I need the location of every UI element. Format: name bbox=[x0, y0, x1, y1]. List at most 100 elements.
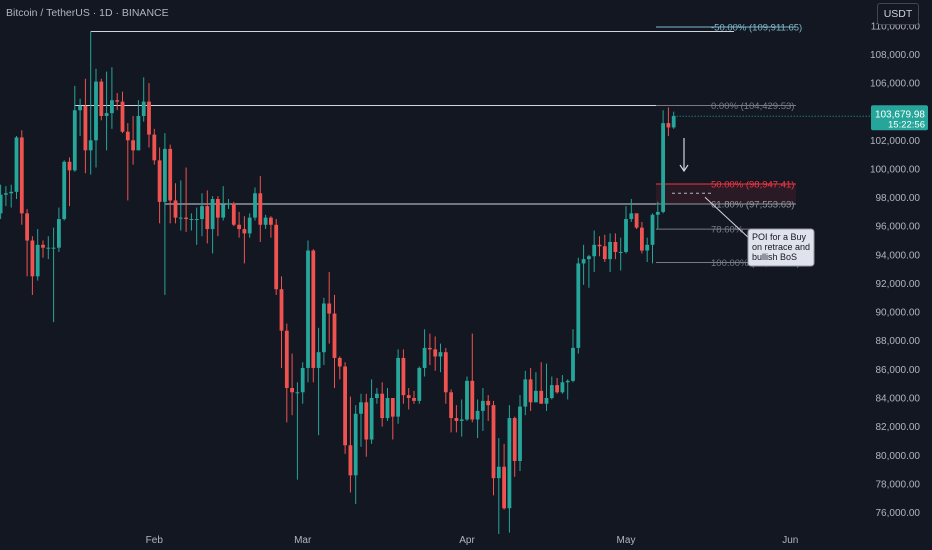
candle bbox=[152, 128, 157, 165]
candle bbox=[496, 438, 501, 535]
candle-body bbox=[189, 219, 194, 221]
y-tick-label: 110,000.00 bbox=[871, 21, 921, 32]
candle-body bbox=[443, 352, 448, 393]
candle-body bbox=[194, 219, 199, 221]
candle bbox=[306, 240, 310, 383]
candle-body bbox=[348, 445, 353, 476]
candle bbox=[120, 91, 125, 134]
candle-body bbox=[502, 466, 506, 509]
candle-body bbox=[226, 203, 231, 205]
candle-body bbox=[608, 241, 612, 260]
candle bbox=[528, 367, 533, 411]
candle bbox=[624, 206, 628, 254]
candle-body bbox=[343, 366, 347, 446]
candle bbox=[83, 78, 88, 174]
candle bbox=[502, 443, 506, 510]
candle-body bbox=[618, 251, 623, 253]
callout-text-line-1: on retrace and bbox=[752, 242, 810, 252]
candle-body bbox=[216, 199, 220, 218]
candle-body bbox=[295, 392, 300, 394]
last-price-value: 103,679.98 bbox=[875, 109, 925, 120]
candle bbox=[4, 186, 8, 207]
candle-body bbox=[120, 101, 125, 132]
candle bbox=[0, 184, 3, 220]
candle bbox=[465, 376, 469, 421]
time-axis[interactable]: Feb Mar Apr May Jun bbox=[146, 535, 799, 546]
candle-body bbox=[661, 123, 665, 212]
candle-body bbox=[274, 224, 279, 290]
x-tick-label: Feb bbox=[146, 535, 164, 546]
candle bbox=[385, 387, 390, 421]
candle bbox=[608, 233, 612, 273]
candle-body bbox=[46, 247, 51, 249]
candle-body bbox=[385, 398, 390, 419]
candle-body bbox=[237, 224, 241, 230]
candle-body bbox=[41, 244, 45, 248]
candle bbox=[337, 356, 342, 380]
fib-level-label-2: 50.00% (98,947.41) bbox=[711, 180, 794, 191]
candle-body bbox=[655, 211, 660, 215]
currency-button[interactable]: USDT bbox=[877, 3, 919, 25]
candle bbox=[491, 400, 496, 496]
candle-body bbox=[88, 140, 93, 151]
candle bbox=[104, 71, 109, 151]
candle-body bbox=[147, 101, 151, 135]
candle bbox=[88, 31, 93, 175]
candle bbox=[369, 379, 374, 444]
candle-body bbox=[640, 227, 644, 251]
callout-box[interactable] bbox=[747, 228, 815, 267]
candle bbox=[592, 230, 597, 273]
candle-body bbox=[141, 101, 146, 116]
x-tick-label: Jun bbox=[782, 535, 798, 546]
x-tick-label: Mar bbox=[294, 535, 312, 546]
candle-body bbox=[9, 191, 14, 194]
candle bbox=[602, 234, 607, 262]
candle bbox=[666, 107, 671, 137]
candle bbox=[194, 207, 199, 245]
candle-body bbox=[412, 398, 416, 401]
candle bbox=[147, 83, 151, 148]
callout-text-line-2: bullish BoS bbox=[752, 252, 797, 262]
candle bbox=[200, 193, 204, 237]
bar-countdown: 15:22:56 bbox=[888, 119, 925, 130]
candle bbox=[390, 398, 395, 440]
candle-body bbox=[242, 229, 247, 234]
candle-body bbox=[316, 352, 321, 368]
candle-body bbox=[78, 105, 82, 111]
candle bbox=[35, 229, 40, 281]
candle bbox=[184, 167, 188, 232]
candle bbox=[30, 236, 35, 295]
candle-body bbox=[406, 395, 411, 399]
candle-body bbox=[306, 250, 310, 368]
y-tick-label: 82,000.00 bbox=[876, 422, 921, 433]
y-tick-label: 86,000.00 bbox=[876, 365, 921, 376]
candle-body bbox=[565, 380, 570, 383]
callout-pointer bbox=[704, 196, 751, 240]
candle-body bbox=[247, 217, 252, 234]
candle-body bbox=[152, 134, 157, 161]
candle-body bbox=[62, 161, 67, 220]
callout-text-line-0: POI for a Buy bbox=[752, 232, 807, 242]
candle bbox=[571, 329, 575, 383]
candle-body bbox=[83, 105, 88, 151]
candle bbox=[449, 389, 453, 433]
candle bbox=[300, 362, 305, 404]
candle bbox=[438, 343, 443, 373]
candle-body bbox=[332, 313, 337, 358]
candle-body bbox=[253, 193, 257, 218]
candle bbox=[539, 362, 544, 404]
candle bbox=[157, 147, 162, 224]
candle bbox=[46, 236, 51, 260]
candle-body bbox=[200, 206, 204, 220]
candle bbox=[279, 276, 284, 368]
candle bbox=[353, 405, 358, 504]
candle bbox=[343, 362, 347, 454]
candle-body bbox=[401, 357, 406, 396]
candle bbox=[475, 399, 480, 439]
candle-body bbox=[549, 385, 554, 399]
candle bbox=[555, 377, 559, 394]
candle bbox=[454, 405, 459, 433]
